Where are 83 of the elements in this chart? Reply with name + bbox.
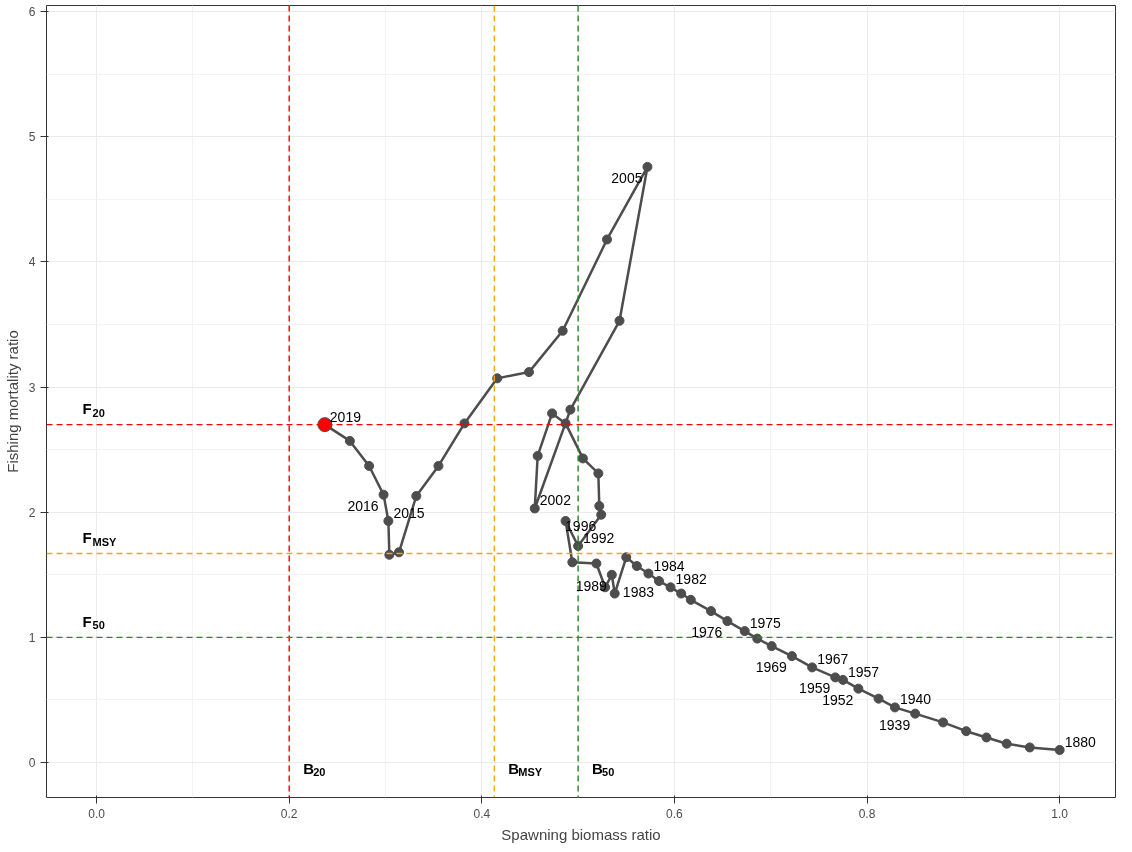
point (557, 325, 568, 336)
annotation: 2019 (329, 408, 362, 425)
point (938, 717, 949, 728)
point (606, 569, 617, 580)
point (596, 509, 607, 520)
point (631, 561, 642, 572)
y-tick-label: 3 (28, 380, 36, 395)
point (807, 662, 818, 673)
point (676, 588, 687, 599)
point (393, 547, 404, 558)
annotation: 1969 (755, 659, 788, 676)
point (378, 489, 389, 500)
point (621, 552, 632, 563)
y-tick-label: 6 (28, 5, 36, 20)
point (614, 315, 625, 326)
annotation: 1880 (1064, 733, 1096, 750)
point (642, 161, 653, 172)
point (529, 503, 540, 514)
point (433, 460, 444, 471)
point (344, 435, 355, 446)
point (594, 500, 605, 511)
point (492, 373, 503, 384)
point (567, 557, 578, 568)
annotation: 2002 (539, 492, 572, 509)
x-axis-title: Spawning biomass ratio (501, 825, 661, 843)
point (786, 651, 797, 662)
point (591, 558, 602, 569)
point (560, 418, 571, 429)
y-tick-label: 2 (28, 505, 36, 520)
y-tick-label: 0 (28, 755, 36, 770)
point (665, 582, 676, 593)
point (961, 726, 972, 737)
point (384, 549, 395, 560)
point (853, 683, 864, 694)
point (873, 693, 884, 704)
annotation: 1939 (879, 716, 911, 733)
annotation: 1975 (749, 615, 782, 632)
point (383, 516, 394, 526)
x-tick-label: 1.0 (1051, 806, 1069, 821)
y-tick-label: 1 (28, 630, 36, 645)
point (685, 594, 696, 605)
point (752, 633, 763, 644)
x-tick-label: 0.8 (858, 806, 876, 821)
annotation: 1984 (653, 557, 685, 574)
annotation: 2016 (347, 497, 379, 514)
point (1054, 744, 1065, 755)
annotation: 1976 (691, 624, 723, 641)
x-tick-label: 0.4 (473, 806, 491, 821)
point (532, 450, 543, 461)
point (364, 460, 375, 471)
point (981, 732, 992, 743)
annotation: 1967 (817, 651, 849, 668)
point (722, 616, 733, 627)
annotation: 1982 (675, 571, 707, 588)
point (1024, 742, 1035, 753)
y-tick-label: 5 (28, 130, 36, 145)
annotation: 1983 (622, 584, 655, 601)
point (593, 468, 604, 479)
x-tick-label: 0.2 (280, 806, 298, 821)
y-tick-label: 4 (28, 255, 36, 270)
point (1001, 738, 1012, 749)
annotation: 1992 (583, 530, 615, 547)
point (654, 576, 665, 587)
point (910, 708, 921, 719)
annotation: 1940 (899, 691, 932, 708)
point (830, 672, 841, 683)
point (766, 641, 777, 652)
point (643, 568, 654, 579)
point (411, 490, 422, 501)
point (547, 408, 558, 419)
y-axis-title: Fishing mortality ratio (3, 330, 21, 473)
point (602, 234, 612, 245)
annotation: 1957 (847, 663, 880, 680)
point (889, 702, 900, 713)
point (523, 367, 534, 378)
x-tick-label: 0.6 (666, 806, 684, 821)
point (577, 453, 588, 464)
point (706, 606, 717, 617)
point (739, 626, 750, 637)
point (459, 418, 470, 429)
point (609, 588, 620, 599)
point (565, 404, 576, 415)
x-tick-label: 0.0 (88, 806, 106, 821)
